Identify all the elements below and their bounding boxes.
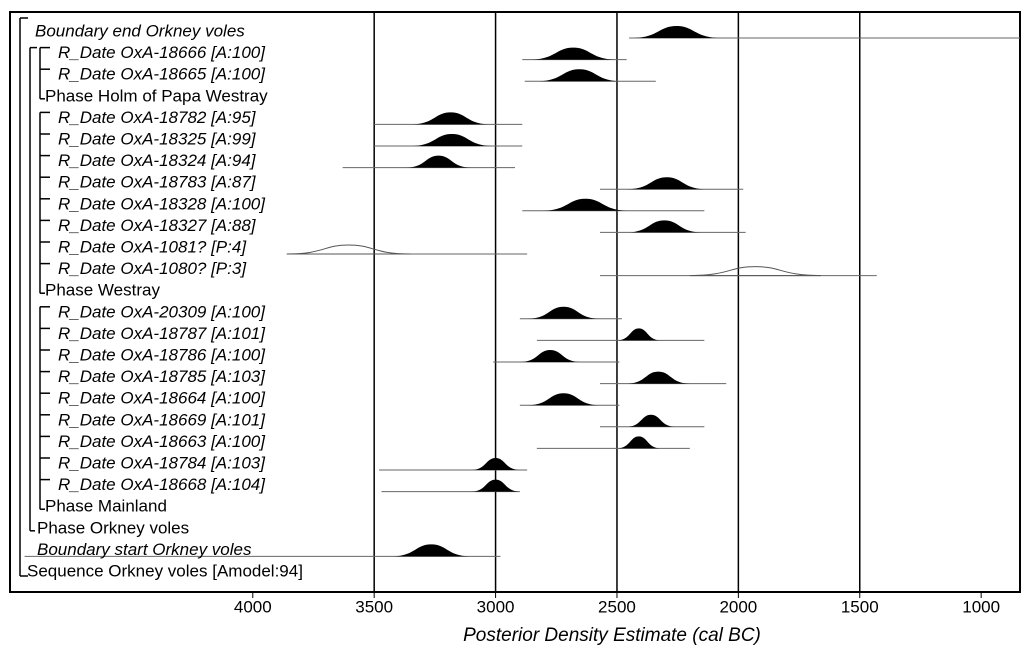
row-label: R_Date OxA-18325 [A:99]: [58, 129, 257, 148]
row-label: R_Date OxA-18787 [A:101]: [58, 324, 266, 343]
row-label: R_Date OxA-18785 [A:103]: [58, 367, 266, 386]
posterior: [616, 436, 661, 449]
posterior: [405, 155, 472, 168]
row-label: R_Date OxA-18668 [A:104]: [58, 475, 266, 494]
row-label: R_Date OxA-18784 [A:103]: [58, 453, 266, 472]
row-label: R_Date OxA-18782 [A:95]: [58, 108, 257, 127]
posterior: [616, 328, 661, 341]
x-tick-label: 4000: [234, 597, 272, 616]
posterior: [471, 458, 520, 470]
posterior: [527, 306, 600, 319]
posterior: [391, 544, 472, 557]
row-label: R_Date OxA-18324 [A:94]: [58, 151, 257, 170]
row-label: R_Date OxA-18664 [A:100]: [58, 389, 266, 408]
posterior: [529, 47, 617, 60]
posterior: [626, 371, 690, 384]
row-label: Boundary start Orkney voles: [37, 540, 252, 559]
row-label: R_Date OxA-18328 [A:100]: [58, 194, 266, 213]
row-label: R_Date OxA-20309 [A:100]: [58, 302, 266, 321]
x-tick-label: 1000: [962, 597, 1000, 616]
row-label: Phase Westray: [45, 281, 160, 300]
posterior: [519, 350, 581, 362]
posterior: [541, 198, 630, 211]
row-label: Phase Mainland: [45, 497, 167, 516]
row-label: R_Date OxA-18327 [A:88]: [58, 216, 257, 235]
row-label: R_Date OxA-18666 [A:100]: [58, 43, 266, 62]
x-tick-label: 1500: [841, 597, 879, 616]
x-axis-label: Posterior Density Estimate (cal BC): [463, 625, 761, 646]
posterior: [471, 479, 520, 492]
posterior: [527, 393, 600, 406]
row-label: Sequence Orkney voles [Amodel:94]: [27, 561, 303, 580]
x-tick-label: 3500: [355, 597, 393, 616]
row-label: R_Date OxA-18786 [A:100]: [58, 345, 266, 364]
x-tick-label: 2500: [598, 597, 636, 616]
posterior: [626, 220, 702, 233]
row-label: R_Date OxA-18665 [A:100]: [58, 65, 266, 84]
row-label: R_Date OxA-18669 [A:101]: [58, 410, 266, 429]
posterior: [626, 414, 676, 427]
posterior: [410, 134, 494, 146]
row-label: R_Date OxA-18783 [A:87]: [58, 173, 257, 192]
plot-frame: [9, 11, 1021, 593]
prior-outline: [689, 266, 821, 277]
posterior: [410, 112, 491, 125]
x-tick-label: 3000: [477, 597, 515, 616]
posterior: [626, 177, 707, 190]
row-label: Boundary end Orkney voles: [35, 21, 245, 40]
posterior: [536, 69, 622, 82]
posterior: [631, 26, 722, 38]
row-label: Phase Orkney voles: [37, 518, 189, 537]
row-label: R_Date OxA-1080? [P:3]: [58, 259, 247, 278]
row-label: R_Date OxA-1081? [P:4]: [58, 237, 247, 256]
x-tick-label: 2000: [719, 597, 757, 616]
prior-outline: [286, 244, 411, 255]
row-label: Phase Holm of Papa Westray: [45, 86, 268, 105]
row-label: R_Date OxA-18663 [A:100]: [58, 432, 266, 451]
